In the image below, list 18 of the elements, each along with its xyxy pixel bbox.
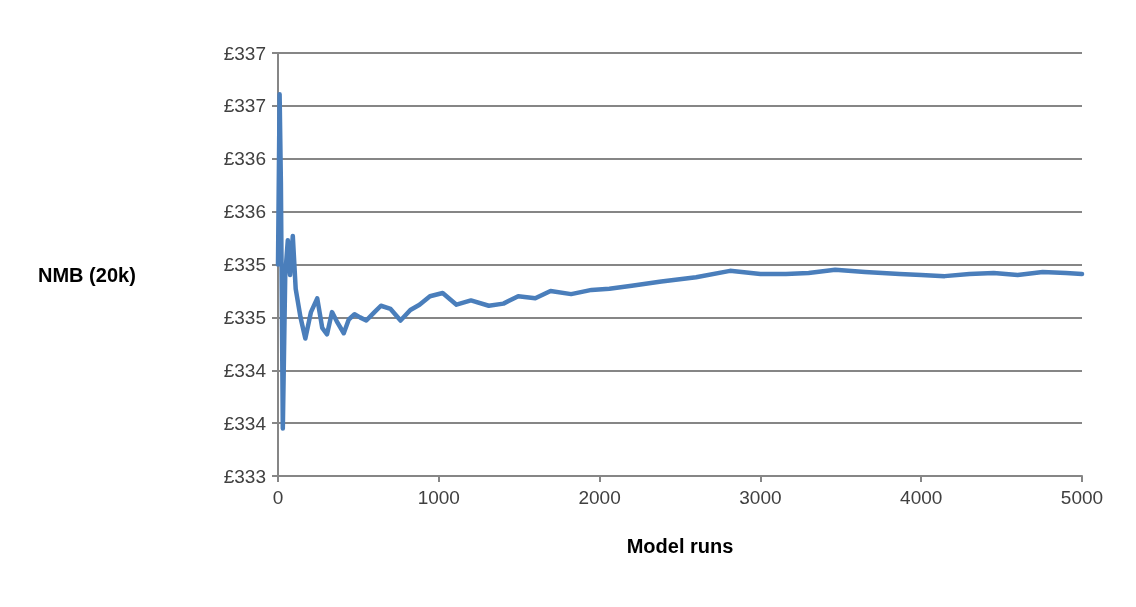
y-tick-label: £337: [223, 42, 266, 64]
y-tick-label: £336: [223, 201, 266, 223]
line-series: [275, 91, 1085, 431]
x-tick-label: 1000: [417, 487, 460, 508]
y-tick-label: £335: [223, 306, 266, 328]
y-axis-title: NMB (20k): [38, 264, 136, 286]
x-tick-label: 5000: [1060, 487, 1104, 508]
y-tick-label: £337: [223, 95, 266, 117]
y-tick-label: £335: [223, 254, 266, 275]
x-tick-label: 2000: [578, 487, 621, 508]
x-tick-label: 0: [272, 487, 284, 508]
y-tick-label: £333: [223, 465, 266, 487]
x-axis-title: Model runs: [626, 535, 734, 557]
y-tick-label: £336: [223, 148, 266, 170]
x-tick-label: 3000: [739, 487, 782, 508]
y-tick-label: £334: [223, 412, 267, 434]
x-tick-label: 4000: [900, 487, 943, 508]
y-tick-label: £334: [223, 359, 267, 381]
